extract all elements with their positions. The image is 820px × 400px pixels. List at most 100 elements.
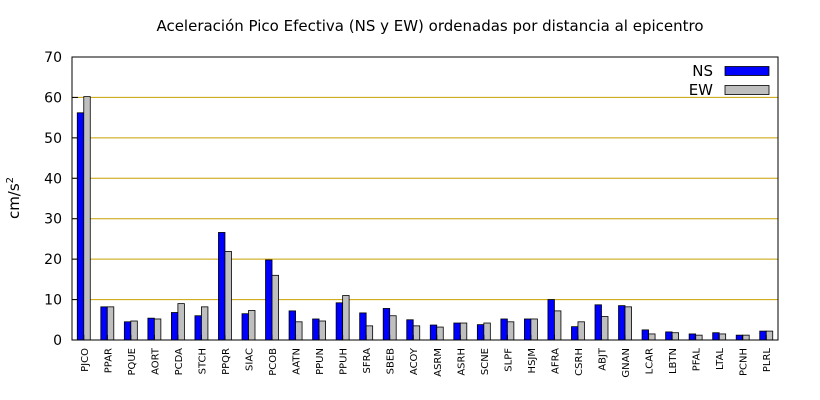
bar-ew xyxy=(342,295,350,341)
bar-ew xyxy=(459,322,468,341)
x-tick-label: CSRH xyxy=(574,348,585,376)
y-axis-label-exponent: 2 xyxy=(5,177,16,183)
bar-ns xyxy=(571,326,579,341)
x-tick-label: PPAR xyxy=(103,348,114,373)
legend-label: NS xyxy=(692,62,713,80)
bar-ns xyxy=(735,334,744,341)
bar-ns xyxy=(241,313,249,341)
bars xyxy=(76,96,774,341)
bar-ew xyxy=(765,330,774,341)
bar-ns xyxy=(476,324,485,341)
y-tick-label: 40 xyxy=(44,171,62,187)
bar-ew xyxy=(201,306,209,341)
bar-ns xyxy=(759,330,767,341)
x-tick-label: SBEB xyxy=(386,348,397,375)
x-tick-label: PCNH xyxy=(739,348,750,376)
x-tick-label: HSJM xyxy=(527,348,538,373)
bar-ns xyxy=(194,315,202,341)
bar-ew xyxy=(177,303,185,341)
bar-ns xyxy=(618,305,626,341)
bar-ns xyxy=(524,318,532,341)
x-tick-label: PPUH xyxy=(339,348,350,375)
bar-ew xyxy=(554,310,562,341)
x-tick-label: ACOY xyxy=(409,347,420,375)
bar-ew xyxy=(648,333,656,341)
x-tick-label: PLRL xyxy=(762,348,773,373)
bar-ew xyxy=(577,321,585,341)
bar-ns xyxy=(665,331,673,341)
bar-ns xyxy=(406,319,414,341)
bar-ew xyxy=(83,96,91,341)
bar-ew xyxy=(248,310,256,341)
x-tick-label: GNAN xyxy=(621,348,632,378)
x-tick-label: LBTN xyxy=(668,348,679,374)
bar-ew xyxy=(530,318,538,341)
x-tick-label: SCNE xyxy=(480,348,491,375)
x-tick-label: AORT xyxy=(150,347,161,375)
y-tick-label: 10 xyxy=(44,293,62,309)
legend-swatch xyxy=(724,85,770,95)
bar-ns xyxy=(688,333,697,341)
bar-ew xyxy=(318,320,327,341)
x-tick-label: PPUN xyxy=(315,348,326,375)
bar-ew xyxy=(695,334,703,341)
gridlines xyxy=(72,56,778,301)
y-tick-label: 20 xyxy=(44,252,62,268)
bar-ns xyxy=(265,259,273,341)
x-tick-label: PFAL xyxy=(692,348,703,372)
x-tick-label: PQUE xyxy=(127,348,138,376)
bar-ew xyxy=(671,332,679,341)
bar-ns xyxy=(453,322,461,341)
y-axis-label-unit: cm/s xyxy=(5,183,23,219)
chart-title: Aceleración Pico Efectiva (NS y EW) orde… xyxy=(156,17,703,35)
bar-ns xyxy=(429,324,438,341)
x-tick-label: LTAL xyxy=(715,348,726,370)
bar-ns xyxy=(170,312,179,341)
bar-ns xyxy=(312,318,320,341)
bar-ew xyxy=(412,325,421,341)
bar-ns xyxy=(100,306,108,341)
x-tick-label: ASRM xyxy=(433,348,444,377)
bar-ns xyxy=(547,299,555,341)
y-axis-label: cm/s2 xyxy=(5,177,23,219)
legend-label: EW xyxy=(689,81,713,99)
x-tick-label: ASRH xyxy=(456,348,467,376)
bar-ew xyxy=(506,321,515,341)
bar-ew xyxy=(742,334,750,341)
x-tick-label: ABJT xyxy=(598,347,609,371)
x-tick-label: LCAR xyxy=(645,348,656,374)
bar-ns xyxy=(288,310,296,341)
y-tick-label: 30 xyxy=(44,212,62,228)
x-tick-label: PCOB xyxy=(268,348,279,376)
bar-ew xyxy=(483,322,491,341)
x-tick-label: SLPF xyxy=(503,348,514,372)
bar-ew xyxy=(106,306,115,341)
bar-ew xyxy=(624,306,632,341)
bar-ew xyxy=(365,325,374,341)
y-tick-label: 0 xyxy=(53,333,62,349)
bar-ew xyxy=(389,315,397,341)
y-tick-label: 50 xyxy=(44,131,62,147)
x-tick-label: SIAC xyxy=(245,348,256,371)
axes: 0 10 20 30 40 50 60 70 PJCO PPAR PQUE AORT PCDA STCH P… xyxy=(44,50,779,378)
bar-ns xyxy=(218,232,226,341)
bar-ew xyxy=(295,321,303,341)
bar-ew xyxy=(224,251,232,341)
bar-ns xyxy=(147,317,155,341)
x-tick-label: PJCO xyxy=(80,348,91,372)
plot-frame xyxy=(71,56,779,341)
bar-ns xyxy=(359,312,367,341)
bar-ew xyxy=(130,320,138,341)
x-tick-label: AFRA xyxy=(550,348,561,374)
bar-ns xyxy=(712,332,720,341)
bar-ns xyxy=(335,302,344,341)
y-tick-label: 70 xyxy=(44,50,62,66)
bar-ew xyxy=(436,326,444,341)
y-tick-label: 60 xyxy=(44,90,62,106)
bar-ew xyxy=(271,274,279,341)
x-tick-label: STCH xyxy=(197,348,208,374)
bar-ns xyxy=(382,308,391,341)
bar-ew xyxy=(153,318,162,341)
